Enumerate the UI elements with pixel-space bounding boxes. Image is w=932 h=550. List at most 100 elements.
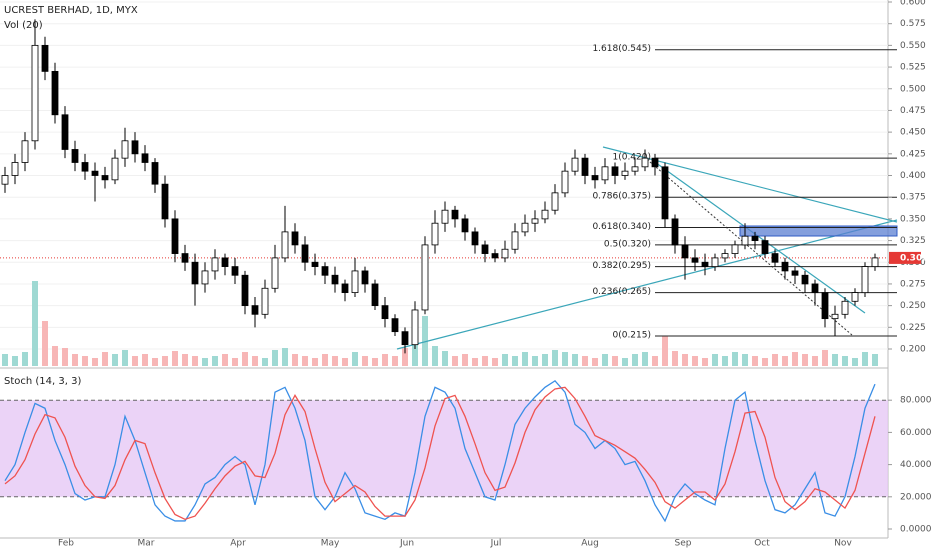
volume-bar	[572, 354, 578, 366]
y-tick-label: 0.425	[900, 149, 926, 159]
y-tick-label: 0.200	[900, 345, 926, 355]
fib-label: 0.618(0.340)	[592, 222, 651, 232]
candle-body	[421, 244, 429, 311]
x-tick-label: Jul	[490, 539, 502, 549]
candle-body	[131, 140, 139, 155]
candle-body	[51, 71, 59, 116]
candle-body	[341, 283, 349, 294]
candle-body	[591, 175, 599, 181]
volume-bar	[262, 358, 268, 366]
x-tick-label: Feb	[58, 539, 74, 549]
candle-body	[761, 240, 769, 254]
volume-bar	[842, 356, 848, 366]
candle-body	[41, 44, 49, 72]
candle-body	[801, 274, 809, 285]
volume-bar	[622, 358, 628, 366]
x-tick-label: Aug	[581, 539, 599, 549]
stoch-line	[4, 380, 876, 523]
volume-bar	[142, 354, 148, 366]
candle-body	[441, 209, 449, 224]
stoch-band	[0, 400, 888, 497]
volume-bar	[662, 336, 668, 366]
volume-bar	[632, 354, 638, 366]
volume-bar	[652, 356, 658, 366]
volume-bar	[732, 352, 738, 366]
volume-bar	[592, 358, 598, 366]
volume-bar	[62, 348, 68, 366]
candle-body	[1, 175, 9, 185]
y-tick-label: 0.250	[900, 301, 926, 311]
candle-body	[281, 231, 289, 259]
volume-bar	[242, 352, 248, 366]
candle-body	[871, 257, 879, 267]
candle-body	[691, 257, 699, 263]
candle-body	[271, 257, 279, 289]
volume-bar	[322, 354, 328, 366]
volume-bar	[802, 354, 808, 366]
candle-body	[251, 305, 259, 315]
candle-body	[771, 253, 779, 263]
volume-bar	[852, 358, 858, 366]
y-tick-label: 60.0000	[900, 428, 932, 438]
candle-body	[391, 318, 399, 333]
volume-bar	[342, 358, 348, 366]
volume-bar	[542, 354, 548, 366]
y-tick-label: 0.525	[900, 63, 926, 73]
fib-label: 0(0.215)	[612, 330, 651, 340]
last-price-label: 0.305	[900, 253, 928, 263]
candle-body	[121, 140, 129, 159]
stoch-title: Stoch (14, 3, 3)	[4, 376, 81, 387]
volume-bar	[132, 356, 138, 366]
candle-body	[191, 261, 199, 285]
candle-body	[601, 166, 609, 181]
candle-body	[181, 253, 189, 263]
candle-body	[161, 183, 169, 220]
x-tick-label: Apr	[230, 539, 246, 549]
volume-bar	[372, 358, 378, 366]
candle-body	[361, 270, 369, 285]
volume-bar	[482, 356, 488, 366]
volume-bar	[72, 354, 78, 366]
stoch-line	[4, 386, 876, 521]
volume-bar	[772, 354, 778, 366]
y-tick-label: 80.0000	[900, 396, 932, 406]
volume-bar	[232, 358, 238, 366]
y-tick-label: 0.475	[900, 106, 926, 116]
candle-body	[231, 266, 239, 276]
candle-body	[481, 244, 489, 254]
candle-body	[811, 283, 819, 294]
volume-bar	[292, 354, 298, 366]
x-tick-label: Sep	[675, 539, 692, 549]
y-tick-label: 0.0000	[900, 525, 932, 535]
y-tick-label: 0.350	[900, 214, 926, 224]
candle-body	[201, 270, 209, 285]
candle-body	[321, 266, 329, 276]
fib-label: 0.786(0.375)	[592, 192, 651, 202]
x-tick-label: Oct	[754, 539, 770, 549]
candle-body	[861, 266, 869, 294]
candle-body	[721, 253, 729, 259]
volume-bar	[872, 354, 878, 366]
volume-bar	[432, 346, 438, 366]
candle-body	[701, 261, 709, 267]
trend-line	[396, 219, 898, 350]
volume	[2, 281, 878, 366]
volume-bar	[492, 358, 498, 366]
volume-bar	[302, 356, 308, 366]
volume-bar	[362, 356, 368, 366]
volume-bar	[12, 356, 18, 366]
volume-bar	[2, 354, 8, 366]
fib-label: 0.382(0.295)	[592, 261, 651, 271]
volume-bar	[552, 350, 558, 366]
volume-bar	[472, 358, 478, 366]
volume-bar	[32, 281, 38, 366]
volume-bar	[742, 354, 748, 366]
volume-bar	[52, 346, 58, 366]
x-tick-label: May	[321, 539, 340, 549]
candle-body	[681, 244, 689, 259]
volume-bar	[522, 352, 528, 366]
candle-body	[851, 292, 859, 302]
volume-bar	[762, 358, 768, 366]
volume-bar	[692, 356, 698, 366]
